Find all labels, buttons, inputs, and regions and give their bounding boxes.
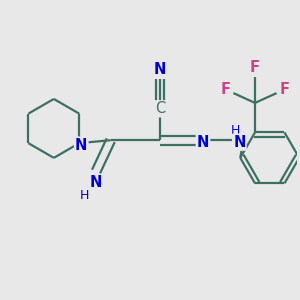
- Text: F: F: [280, 82, 290, 97]
- Text: N: N: [154, 62, 166, 77]
- Text: F: F: [220, 82, 231, 97]
- Text: N: N: [90, 175, 102, 190]
- Text: N: N: [233, 135, 245, 150]
- Text: F: F: [250, 60, 260, 75]
- Text: N: N: [197, 135, 209, 150]
- Text: C: C: [155, 101, 165, 116]
- Text: H: H: [231, 124, 240, 137]
- Text: H: H: [80, 189, 89, 202]
- Text: N: N: [75, 138, 88, 153]
